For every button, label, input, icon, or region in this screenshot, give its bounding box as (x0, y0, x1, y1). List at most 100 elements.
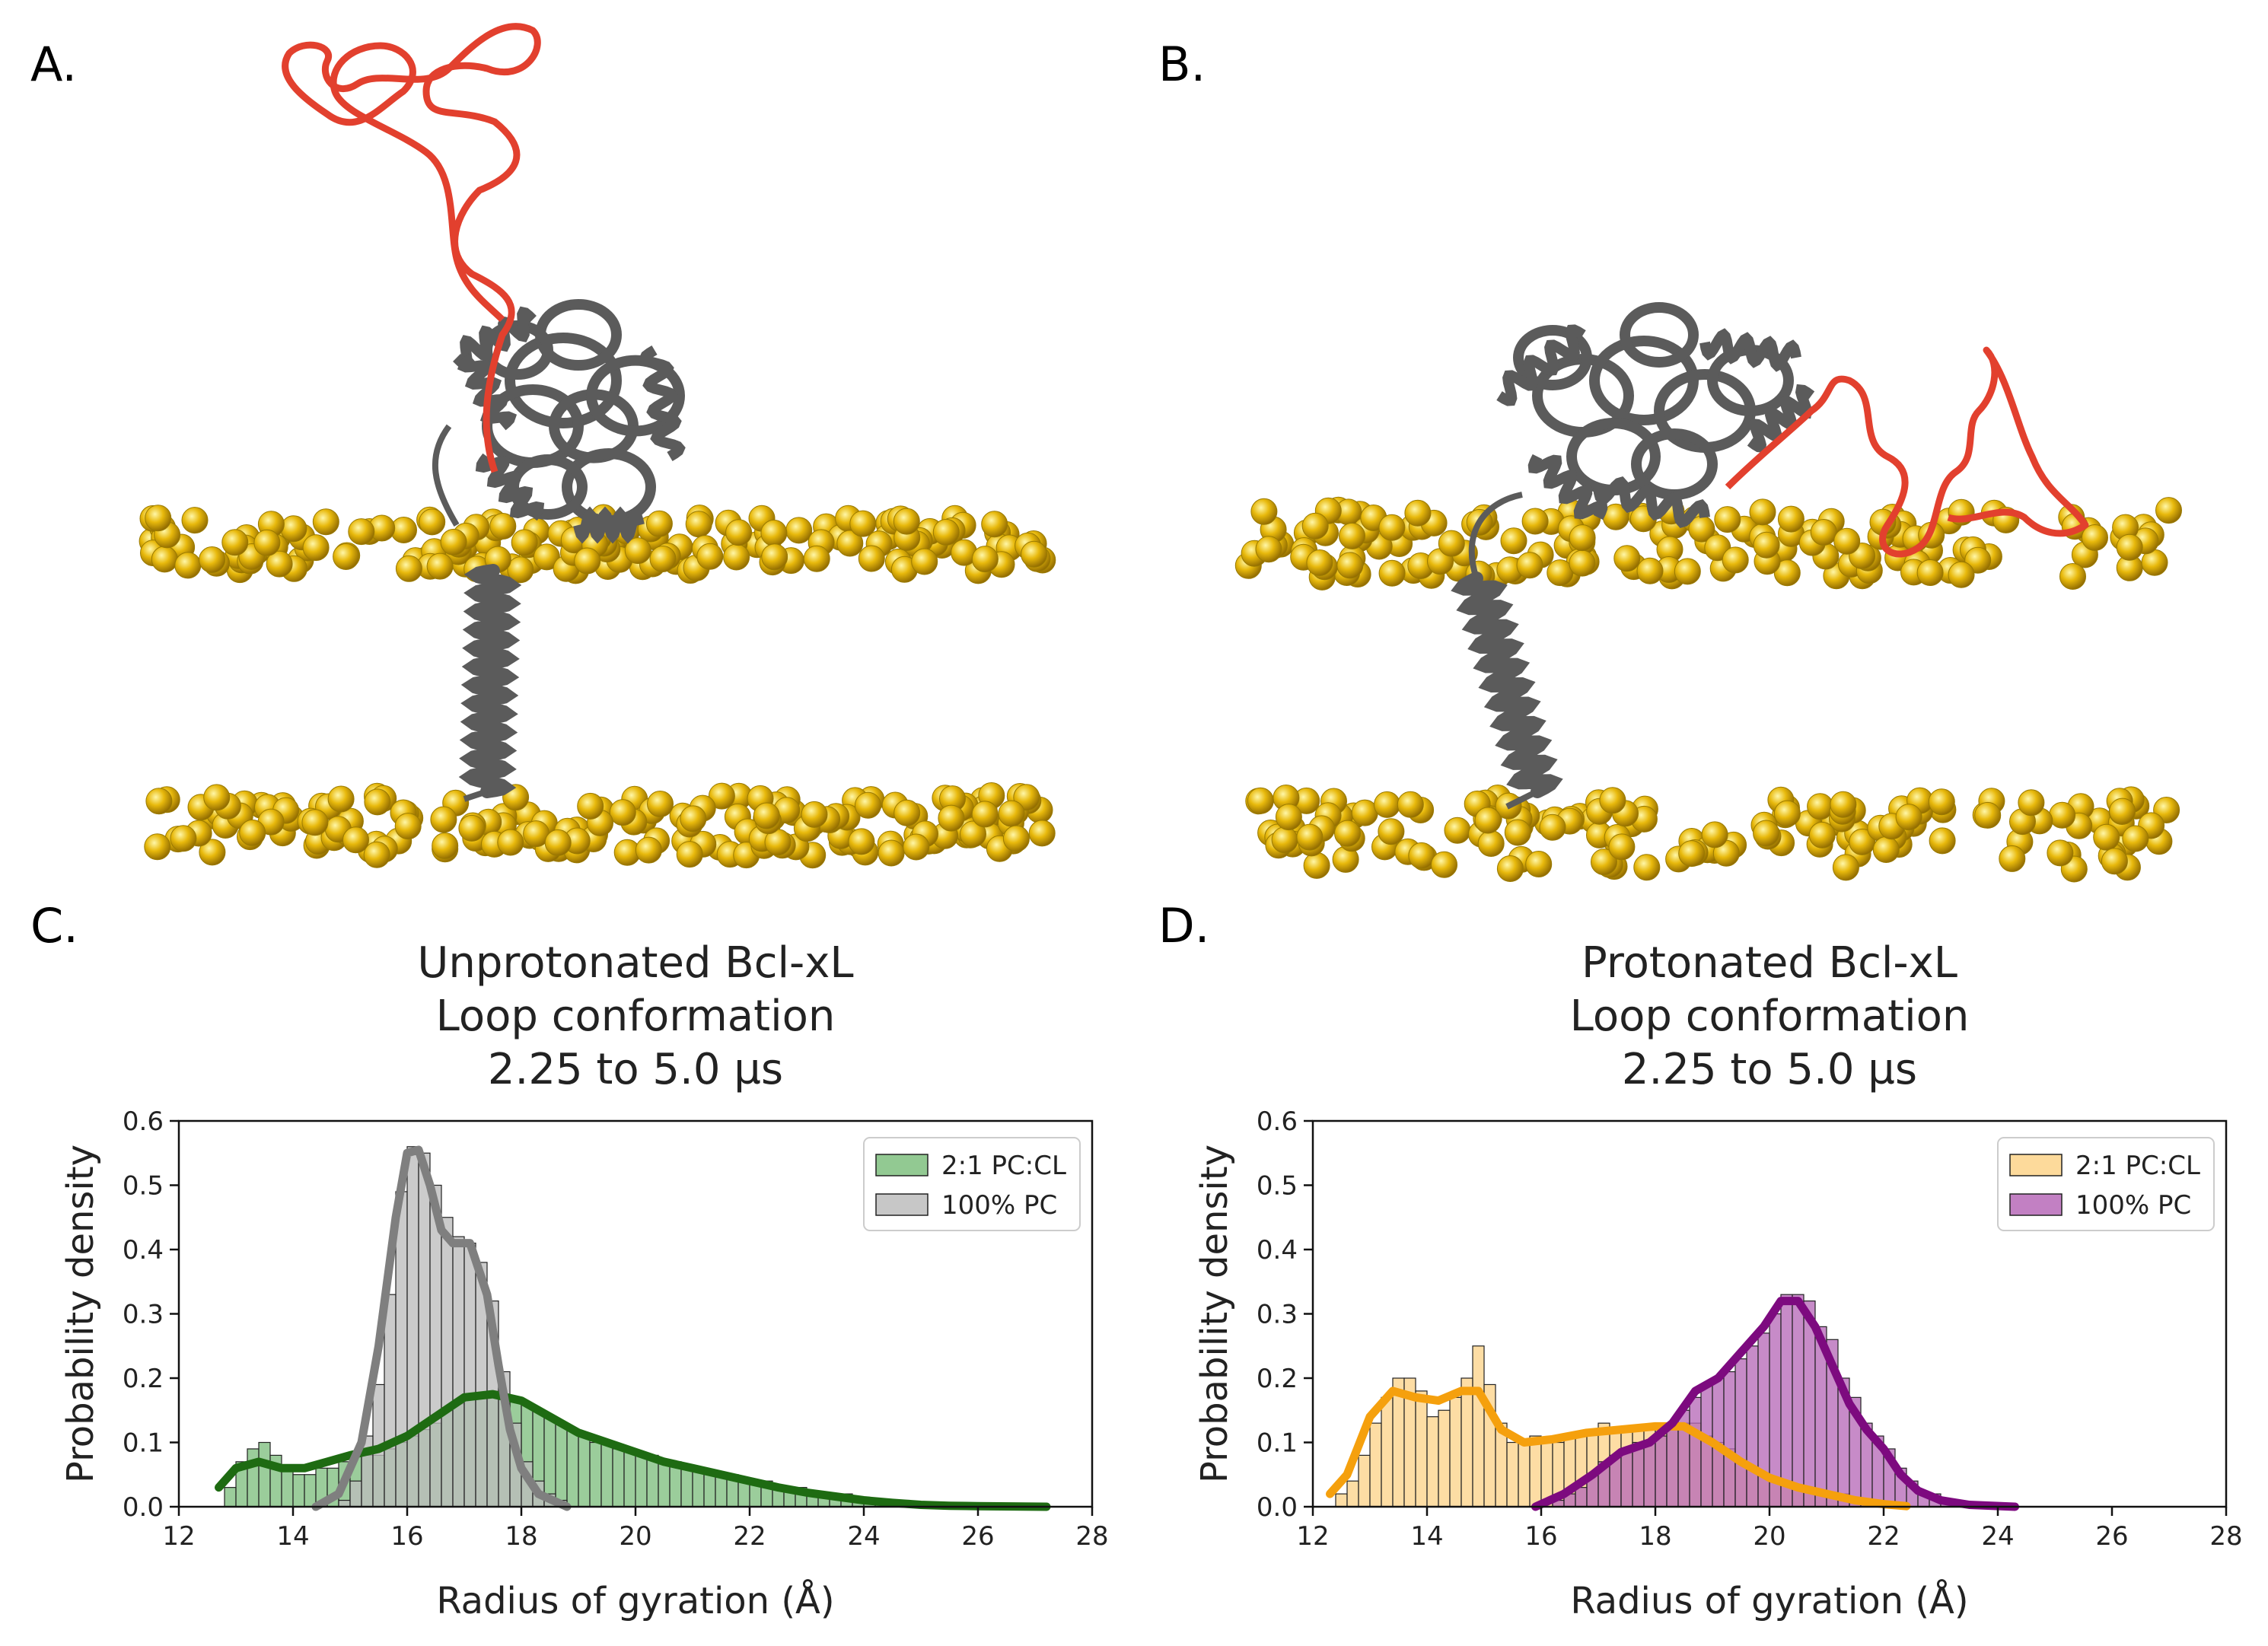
lipid-headgroup (1929, 827, 1956, 855)
lipid-headgroup (221, 529, 249, 556)
helix-coil (505, 333, 622, 428)
lipid-headgroup (1306, 549, 1333, 576)
lipid-headgroup (1539, 813, 1566, 841)
histogram-bar (384, 1294, 397, 1508)
lipid-headgroup (1674, 558, 1701, 585)
histogram-bar (304, 1474, 317, 1508)
lipid-headgroup (971, 801, 999, 828)
lipid-headgroup (696, 543, 724, 570)
lipid-headgroup (458, 814, 486, 842)
lipid-headgroup (1895, 804, 1922, 831)
histogram-bar (1632, 1441, 1645, 1508)
legend: 2:1 PC:CL 100% PC (863, 1137, 1081, 1231)
lipid-headgroup (1928, 788, 1955, 816)
histogram-bar (463, 1242, 476, 1508)
lipid-headgroup (1397, 791, 1424, 818)
y-tick-label: 0.4 (1257, 1235, 1298, 1266)
histogram-bar (1643, 1441, 1656, 1508)
x-tick-label: 24 (1981, 1521, 2014, 1552)
lipid-headgroup (1608, 833, 1636, 861)
lipid-headgroup (1477, 830, 1505, 857)
x-tick-label: 22 (733, 1521, 766, 1552)
lipid-headgroup (507, 556, 534, 584)
lipid-headgroup (2059, 563, 2086, 590)
transmembrane-helix (458, 564, 522, 798)
y-tick-label: 0.2 (123, 1364, 164, 1394)
y-tick-label: 0.0 (1257, 1492, 1298, 1523)
lipid-headgroup (1271, 826, 1298, 854)
x-tick-label: 28 (2209, 1521, 2242, 1552)
lipid-headgroup (1247, 787, 1274, 814)
legend-label: 2:1 PC:CL (941, 1151, 1066, 1181)
helix-segment (453, 306, 537, 371)
transmembrane-helix (1451, 571, 1563, 798)
lipid-headgroup (364, 788, 391, 816)
histogram-bar (281, 1467, 294, 1508)
lipid-headgroup (1303, 852, 1330, 879)
histogram-bar (623, 1448, 636, 1508)
lipid-headgroup (394, 813, 422, 840)
lipid-headgroup (440, 528, 467, 556)
x-axis-label: Radius of gyration (Å) (436, 1579, 834, 1622)
panel-label-b: B. (1158, 37, 1206, 92)
lipid-headgroup (1974, 801, 2002, 829)
histogram-bar (600, 1441, 613, 1508)
lipid-headgroup (333, 543, 360, 570)
lipid-headgroup (1830, 791, 1857, 818)
lipid-headgroup (645, 510, 673, 537)
lipid-headgroup (266, 550, 293, 578)
legend-label: 100% PC (2075, 1190, 2191, 1221)
lipid-headgroup (1378, 818, 1405, 845)
x-tick-label: 12 (1296, 1521, 1329, 1552)
series-bars-1 (1552, 1294, 2010, 1508)
histogram-bar (612, 1448, 625, 1508)
histogram-bar (441, 1217, 454, 1508)
lipid-headgroup (2049, 801, 2076, 829)
lipid-headgroup (1808, 821, 1836, 848)
x-axis-label: Radius of gyration (Å) (1570, 1579, 1968, 1622)
x-tick-label: 14 (1410, 1521, 1443, 1552)
lipid-headgroup (1255, 536, 1282, 563)
protein-linker (432, 424, 489, 802)
lipid-headgroup (2093, 823, 2120, 851)
x-tick-label: 22 (1867, 1521, 1900, 1552)
chart-title-line: 2.25 to 5.0 µs (488, 1045, 783, 1094)
histogram-bar (680, 1467, 693, 1508)
lipid-headgroup (649, 546, 677, 572)
lipid-headgroup (647, 791, 674, 817)
protein-globular-domain (453, 299, 686, 544)
lipid-headgroup (1404, 499, 1432, 527)
histogram-bar (1780, 1294, 1793, 1508)
lipid-headgroup (363, 841, 390, 868)
lipid-headgroup (430, 806, 457, 833)
y-tick-label: 0.4 (123, 1235, 164, 1266)
x-tick-label: 18 (505, 1521, 537, 1552)
lipid-headgroup (760, 519, 788, 546)
helix-segment (639, 345, 686, 462)
helix-segment (1593, 476, 1710, 528)
density-curve-0 (1326, 1387, 1911, 1511)
lipid-headgroup (635, 836, 662, 864)
molecular-render-protonated (1234, 302, 2182, 883)
lipid-headgroup (785, 517, 813, 544)
y-tick-label: 0.1 (1257, 1428, 1298, 1459)
density-curve-1 (311, 1145, 572, 1511)
lipid-headgroup (1374, 791, 1400, 818)
protein-linker (1468, 492, 1539, 810)
lipid-headgroup (497, 829, 524, 856)
lipid-headgroup (1002, 825, 1030, 852)
histogram-bar (1426, 1416, 1439, 1508)
lipid-headgroup (203, 784, 231, 811)
histogram-bar (1415, 1390, 1428, 1508)
lipid-headgroup (302, 534, 330, 562)
lipid-headgroup (685, 511, 712, 538)
lipid-headgroup (903, 833, 930, 861)
histogram-bar (338, 1499, 351, 1508)
helix-coil (1620, 302, 1699, 368)
y-tick-label: 0.0 (123, 1492, 164, 1523)
lipid-headgroup (2047, 839, 2074, 867)
lipid-headgroup (801, 801, 828, 828)
y-tick-label: 0.5 (123, 1171, 164, 1202)
lipid-headgroup (1849, 828, 1876, 855)
lipid-headgroup (1334, 820, 1361, 847)
